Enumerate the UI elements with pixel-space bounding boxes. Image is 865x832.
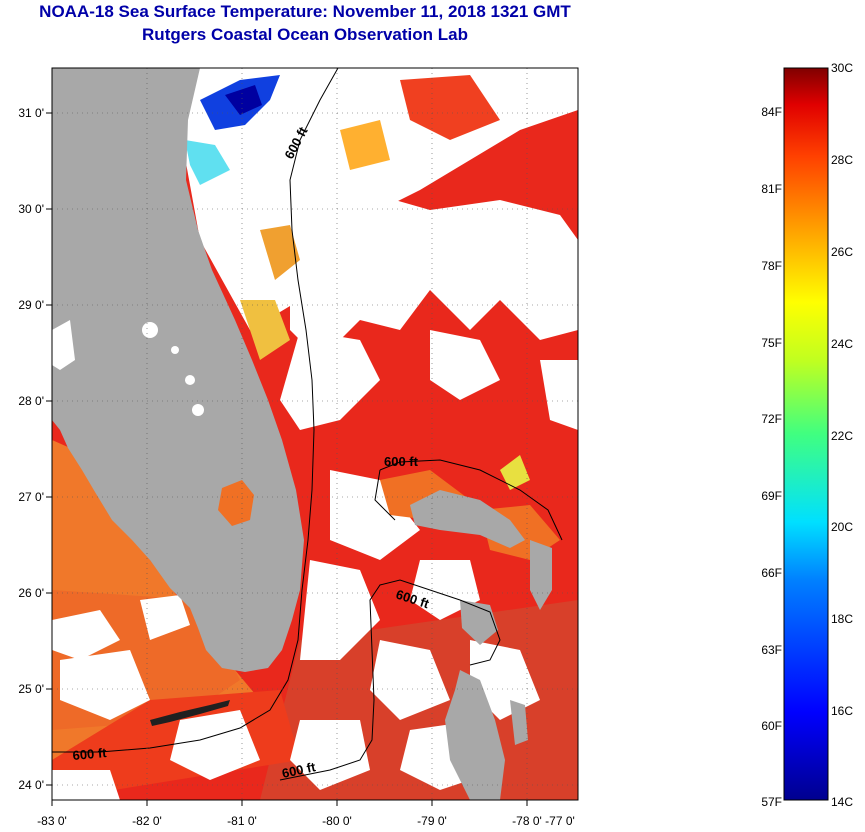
y-tick-label: 28 0' [18,394,44,408]
x-tick-label: -79 0' [417,814,447,828]
andros-island [445,670,505,800]
y-tick-label: 25 0' [18,682,44,696]
y-tick-label: 26 0' [18,586,44,600]
x-tick-label: -81 0' [227,814,257,828]
colorbar-celsius-label: 28C [831,153,854,167]
colorbar-celsius-label: 20C [831,520,854,534]
y-tick-label: 27 0' [18,490,44,504]
lake-okeechobee [218,480,254,526]
colorbar-fahrenheit-label: 84F [761,105,782,119]
sst-image [52,68,578,800]
colorbar-fahrenheit-label: 60F [761,719,782,733]
contour-label: 600 ft [281,759,318,781]
x-tick-label: -80 0' [322,814,352,828]
colorbar-celsius-label: 26C [831,245,854,259]
colorbar-celsius-label: 22C [831,429,854,443]
map-subtitle: Rutgers Coastal Ocean Observation Lab [142,25,468,44]
colorbar-fahrenheit-label: 75F [761,336,782,350]
florida-keys [150,700,230,726]
colorbar-celsius-label: 24C [831,337,854,351]
bathymetry-contours [52,68,563,781]
colorbar-celsius-label: 30C [831,61,854,75]
graticule [52,68,578,800]
x-tick-label: -78 0' [512,814,542,828]
x-tick-label: -83 0' [37,814,67,828]
colorbar-fahrenheit-label: 78F [761,259,782,273]
colorbar-fahrenheit-label: 81F [761,182,782,196]
x-tick-label: -77 0' [545,814,575,828]
map-frame [51,67,579,801]
temperature-colorbar [783,67,829,801]
x-tick-label: -82 0' [132,814,162,828]
axis-ticks [46,112,528,806]
grand-bahama [410,490,525,548]
colorbar-celsius-label: 16C [831,704,854,718]
contour-label: 600 ft [72,745,108,763]
colorbar-fahrenheit-label: 66F [761,566,782,580]
y-tick-label: 30 0' [18,202,44,216]
colorbar-fahrenheit-label: 63F [761,643,782,657]
colorbar-celsius-label: 18C [831,612,854,626]
colorbar-fahrenheit-label: 72F [761,412,782,426]
colorbar-celsius-label: 14C [831,795,854,809]
y-tick-label: 29 0' [18,298,44,312]
y-tick-label: 24 0' [18,778,44,792]
map-title: NOAA-18 Sea Surface Temperature: Novembe… [39,2,571,21]
abaco-island [530,540,552,610]
colorbar-fahrenheit-label: 57F [761,795,782,809]
colorbar-fahrenheit-label: 69F [761,489,782,503]
y-tick-label: 31 0' [18,106,44,120]
contour-label: 600 ft [384,454,419,469]
